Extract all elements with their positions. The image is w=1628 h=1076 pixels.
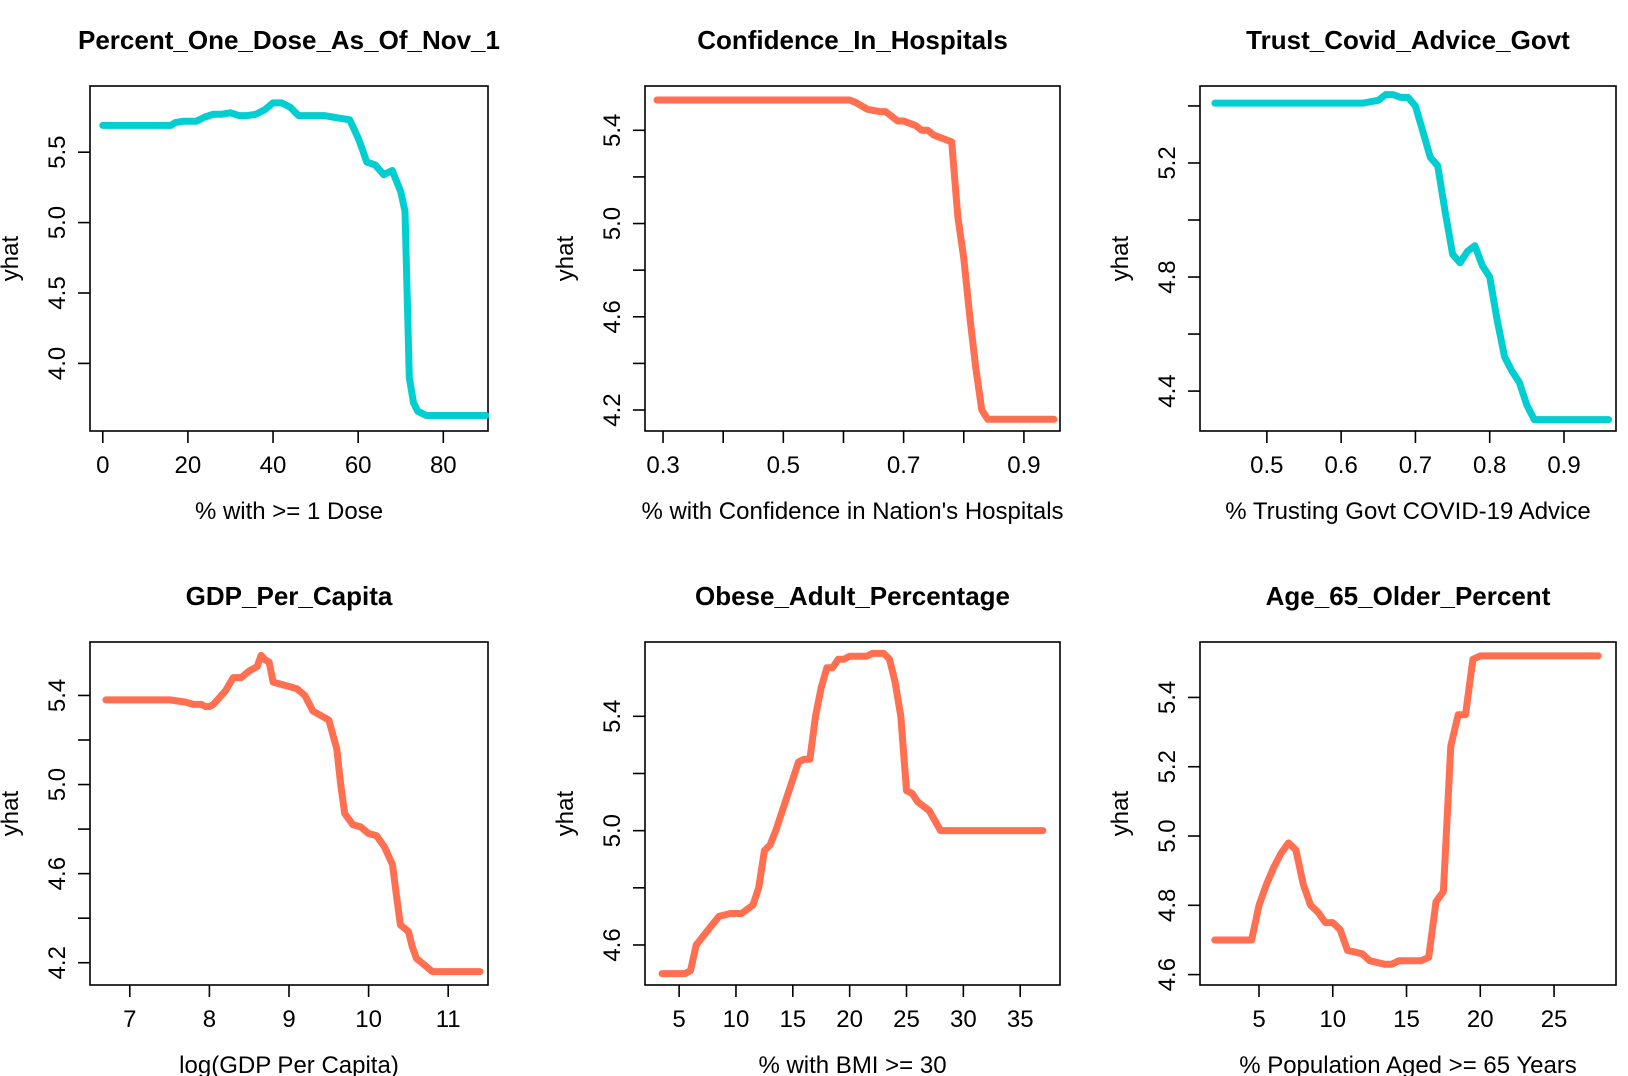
x-axis-label: % with BMI >= 30 (758, 1052, 946, 1076)
panel-title: Confidence_In_Hospitals (697, 25, 1008, 55)
y-axis-label: yhat (0, 235, 24, 281)
x-tick-label: 20 (1467, 1006, 1494, 1033)
x-tick-label: 25 (1541, 1006, 1568, 1033)
x-tick-label: 40 (260, 452, 287, 479)
x-tick-label: 0.7 (1399, 452, 1432, 479)
x-axis-label: % with Confidence in Nation's Hospitals (641, 498, 1063, 525)
series-line (658, 649, 1047, 978)
y-axis-label: yhat (1107, 790, 1134, 836)
panel-title: GDP_Per_Capita (186, 581, 393, 611)
x-tick-label: 10 (1319, 1006, 1346, 1033)
y-tick-label: 4.8 (1154, 260, 1181, 293)
x-tick-label: 15 (779, 1006, 806, 1033)
panel-title: Age_65_Older_Percent (1266, 581, 1551, 611)
panel-2: Confidence_In_Hospitals 0.3 0.5 0.7 0.9 4.2 4.… (552, 25, 1064, 525)
x-tick-label: 0.3 (646, 452, 679, 479)
y-tick-label: 5.4 (599, 700, 626, 733)
y-axis-label: yhat (0, 790, 24, 836)
y-tick-label: 5.0 (599, 814, 626, 847)
y-axis-label: yhat (552, 235, 579, 281)
x-tick-label: 10 (723, 1006, 750, 1033)
y-tick-label: 4.6 (1154, 958, 1181, 991)
x-tick-label: 0.7 (887, 452, 920, 479)
x-tick-label: 0.9 (1007, 452, 1040, 479)
x-tick-label: 8 (203, 1006, 216, 1033)
y-tick-label: 5.4 (1154, 681, 1181, 714)
y-tick-label: 5.4 (599, 114, 626, 147)
y-tick-label: 5.0 (44, 768, 71, 801)
y-tick-label: 5.0 (1154, 819, 1181, 852)
x-tick-label: 10 (355, 1006, 382, 1033)
x-axis-label: log(GDP Per Capita) (179, 1052, 399, 1076)
x-tick-label: 9 (282, 1006, 295, 1033)
y-tick-label: 5.0 (44, 206, 71, 239)
x-tick-label: 30 (950, 1006, 977, 1033)
x-axis-label: % with >= 1 Dose (195, 498, 383, 525)
y-tick-label: 5.2 (1154, 146, 1181, 179)
x-tick-label: 7 (123, 1006, 136, 1033)
x-tick-label: 20 (175, 452, 202, 479)
plot-frame (89, 85, 489, 432)
y-tick-label: 4.6 (599, 300, 626, 333)
x-axis-label: % Population Aged >= 65 Years (1239, 1052, 1577, 1076)
plot-frame (1199, 85, 1617, 432)
x-tick-label: 25 (893, 1006, 920, 1033)
y-tick-label: 5.0 (599, 207, 626, 240)
series-line (653, 96, 1058, 423)
panel-4: GDP_Per_Capita 7 8 9 10 11 4.2 4.6 5.0 5.4 log(GDP… (0, 581, 489, 1076)
y-tick-label: 4.6 (599, 928, 626, 961)
y-axis-label: yhat (1107, 235, 1134, 281)
x-tick-label: 0.8 (1473, 452, 1506, 479)
x-tick-label: 0.9 (1547, 452, 1580, 479)
x-tick-label: 5 (672, 1006, 685, 1033)
panel-title: Obese_Adult_Percentage (695, 581, 1010, 611)
series-line (1211, 91, 1613, 424)
y-tick-label: 5.4 (44, 679, 71, 712)
y-tick-label: 4.8 (1154, 889, 1181, 922)
plot-frame (644, 641, 1061, 986)
series-line (99, 99, 490, 419)
y-tick-label: 4.2 (599, 393, 626, 426)
x-tick-label: 35 (1007, 1006, 1034, 1033)
x-tick-label: 5 (1252, 1006, 1265, 1033)
y-axis-label: yhat (552, 790, 579, 836)
panel-6: Age_65_Older_Percent 5 10 15 20 25 4.6 4.8 5.0 5.… (1107, 581, 1617, 1076)
plot-frame (89, 641, 489, 986)
y-tick-label: 4.4 (1154, 374, 1181, 407)
y-tick-label: 4.6 (44, 857, 71, 890)
y-tick-label: 5.5 (44, 135, 71, 168)
plot-frame (644, 85, 1061, 432)
x-tick-label: 0.5 (1250, 452, 1283, 479)
y-tick-label: 4.0 (44, 347, 71, 380)
x-tick-label: 0.6 (1324, 452, 1357, 479)
y-tick-label: 5.2 (1154, 750, 1181, 783)
plot-frame (1199, 641, 1617, 986)
panel-title: Percent_One_Dose_As_Of_Nov_1 (78, 25, 500, 55)
y-tick-label: 4.2 (44, 946, 71, 979)
x-tick-label: 0.5 (767, 452, 800, 479)
y-tick-label: 4.5 (44, 276, 71, 309)
x-axis-label: % Trusting Govt COVID-19 Advice (1225, 498, 1590, 525)
panel-1: Percent_One_Dose_As_Of_Nov_1 0 20 40 60 80 4.0… (0, 25, 500, 525)
panel-3: Trust_Covid_Advice_Govt 0.5 0.6 0.7 0.8 0.9 4.… (1107, 25, 1617, 525)
x-tick-label: 60 (345, 452, 372, 479)
series-line (1211, 652, 1602, 968)
x-tick-label: 15 (1393, 1006, 1420, 1033)
panel-title: Trust_Covid_Advice_Govt (1246, 25, 1570, 55)
x-tick-label: 11 (436, 1006, 461, 1033)
x-tick-label: 0 (96, 452, 109, 479)
x-tick-label: 20 (836, 1006, 863, 1033)
series-line (102, 651, 484, 976)
panel-5: Obese_Adult_Percentage 5 10 15 20 25 30 35 4.6 5.… (552, 581, 1061, 1076)
x-tick-label: 80 (430, 452, 457, 479)
